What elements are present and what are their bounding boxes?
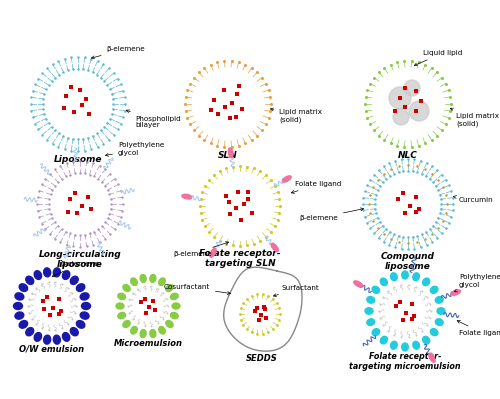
Ellipse shape <box>140 275 146 282</box>
Ellipse shape <box>80 293 89 300</box>
Ellipse shape <box>390 273 397 281</box>
Ellipse shape <box>402 271 408 279</box>
Ellipse shape <box>150 275 156 282</box>
Ellipse shape <box>44 335 51 344</box>
Text: Long-circulating
liposome: Long-circulating liposome <box>38 250 121 269</box>
Text: Liposome: Liposome <box>54 155 102 164</box>
Ellipse shape <box>170 312 178 319</box>
Ellipse shape <box>372 329 380 336</box>
Text: β-elemene: β-elemene <box>92 46 145 59</box>
Ellipse shape <box>436 296 443 303</box>
Text: Compound
liposome: Compound liposome <box>381 252 435 271</box>
Text: Polyethylene
glycol: Polyethylene glycol <box>106 142 164 156</box>
Text: Liquid lipid: Liquid lipid <box>414 50 463 66</box>
Text: Curcumin: Curcumin <box>454 196 494 203</box>
Ellipse shape <box>130 326 138 334</box>
Text: Polythylene
glycol: Polythylene glycol <box>454 275 500 292</box>
Ellipse shape <box>367 319 374 326</box>
Ellipse shape <box>118 293 126 300</box>
Ellipse shape <box>19 284 28 291</box>
Ellipse shape <box>430 329 438 336</box>
Ellipse shape <box>390 341 397 349</box>
Polygon shape <box>429 353 435 362</box>
Ellipse shape <box>80 312 89 319</box>
Ellipse shape <box>172 303 180 309</box>
Text: SLN: SLN <box>218 151 238 160</box>
Text: β-elemene: β-elemene <box>174 242 229 257</box>
Text: SEDDS: SEDDS <box>246 354 278 363</box>
Ellipse shape <box>430 286 438 293</box>
Polygon shape <box>271 243 278 251</box>
Ellipse shape <box>437 308 445 314</box>
Ellipse shape <box>34 271 42 279</box>
Text: Phospholipid
bilayer: Phospholipid bilayer <box>126 110 181 128</box>
Ellipse shape <box>54 268 60 277</box>
Ellipse shape <box>367 296 374 303</box>
Circle shape <box>393 109 409 125</box>
Ellipse shape <box>82 302 90 310</box>
Text: Surfactant: Surfactant <box>274 285 320 296</box>
Text: O/W emulsion: O/W emulsion <box>20 345 84 354</box>
Ellipse shape <box>413 273 420 281</box>
Polygon shape <box>451 290 460 295</box>
Ellipse shape <box>34 333 42 341</box>
Ellipse shape <box>15 293 24 300</box>
Ellipse shape <box>76 320 85 328</box>
Ellipse shape <box>150 330 156 338</box>
Ellipse shape <box>62 333 70 341</box>
Circle shape <box>404 80 420 96</box>
Text: Lipid matrix
(solid): Lipid matrix (solid) <box>450 108 499 127</box>
Text: Folate ligand: Folate ligand <box>292 181 342 194</box>
Text: NLC: NLC <box>398 151 418 160</box>
Ellipse shape <box>166 284 173 291</box>
Circle shape <box>409 101 429 121</box>
Ellipse shape <box>70 328 78 336</box>
Polygon shape <box>228 148 233 158</box>
Ellipse shape <box>422 336 430 344</box>
Ellipse shape <box>14 302 22 310</box>
Ellipse shape <box>62 271 70 279</box>
Ellipse shape <box>380 336 388 344</box>
Ellipse shape <box>118 312 126 319</box>
Ellipse shape <box>158 326 166 334</box>
Polygon shape <box>210 248 216 257</box>
Text: Folate ligand: Folate ligand <box>457 320 500 336</box>
Text: Folate receptor-
targeting SLN: Folate receptor- targeting SLN <box>199 249 281 268</box>
Ellipse shape <box>19 320 28 328</box>
Text: β-elemene: β-elemene <box>52 261 99 277</box>
Ellipse shape <box>54 335 60 344</box>
Ellipse shape <box>365 308 373 314</box>
Polygon shape <box>354 281 362 287</box>
Ellipse shape <box>15 312 24 319</box>
Polygon shape <box>182 194 192 199</box>
Ellipse shape <box>380 278 388 286</box>
Ellipse shape <box>413 341 420 349</box>
Ellipse shape <box>166 320 173 328</box>
Ellipse shape <box>44 268 51 277</box>
Ellipse shape <box>170 293 178 300</box>
Ellipse shape <box>422 278 430 286</box>
Ellipse shape <box>123 320 130 328</box>
Ellipse shape <box>158 278 166 286</box>
Ellipse shape <box>26 276 34 284</box>
Ellipse shape <box>436 319 443 326</box>
Circle shape <box>389 87 411 109</box>
Ellipse shape <box>76 284 85 291</box>
Text: Cosurfactant: Cosurfactant <box>164 284 230 294</box>
Ellipse shape <box>26 328 34 336</box>
Ellipse shape <box>402 343 408 351</box>
Text: β-elemene: β-elemene <box>299 208 364 221</box>
Polygon shape <box>282 176 291 182</box>
Ellipse shape <box>123 284 130 291</box>
Text: Folate receptor-
targeting microemulsion: Folate receptor- targeting microemulsion <box>349 352 461 371</box>
Ellipse shape <box>140 330 146 338</box>
Ellipse shape <box>70 276 78 284</box>
Ellipse shape <box>130 278 138 286</box>
Text: Microemulsion: Microemulsion <box>114 339 182 348</box>
Ellipse shape <box>116 303 124 309</box>
Text: Lipid matrix
(solid): Lipid matrix (solid) <box>270 108 322 123</box>
Ellipse shape <box>372 286 380 293</box>
